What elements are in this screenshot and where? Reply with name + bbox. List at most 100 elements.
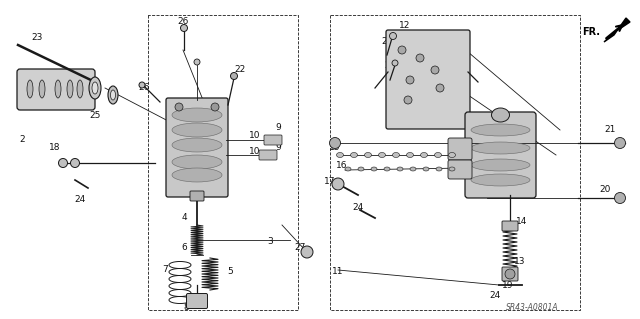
Text: 9: 9 <box>275 123 281 132</box>
Ellipse shape <box>420 152 428 158</box>
FancyBboxPatch shape <box>386 30 470 129</box>
Ellipse shape <box>27 80 33 98</box>
Circle shape <box>614 137 625 149</box>
Ellipse shape <box>39 80 45 98</box>
Text: 27: 27 <box>294 243 306 253</box>
FancyBboxPatch shape <box>465 112 536 198</box>
FancyBboxPatch shape <box>448 160 472 179</box>
Ellipse shape <box>172 155 222 169</box>
Circle shape <box>406 76 414 84</box>
FancyBboxPatch shape <box>259 150 277 160</box>
Text: 19: 19 <box>502 280 514 290</box>
Text: 24: 24 <box>353 204 364 212</box>
Text: 23: 23 <box>31 33 43 42</box>
Ellipse shape <box>351 152 358 158</box>
Ellipse shape <box>378 152 385 158</box>
Ellipse shape <box>108 86 118 104</box>
Text: 11: 11 <box>332 268 344 277</box>
Text: 17: 17 <box>324 177 336 187</box>
Circle shape <box>398 46 406 54</box>
Text: 12: 12 <box>399 20 411 29</box>
Ellipse shape <box>92 82 98 94</box>
Ellipse shape <box>89 77 101 99</box>
Ellipse shape <box>67 80 73 98</box>
Circle shape <box>436 84 444 92</box>
Ellipse shape <box>492 108 509 122</box>
Ellipse shape <box>77 80 83 98</box>
Circle shape <box>614 192 625 204</box>
Ellipse shape <box>172 108 222 122</box>
Ellipse shape <box>449 152 456 158</box>
Text: 26: 26 <box>384 61 396 70</box>
Text: 15: 15 <box>329 144 340 152</box>
Circle shape <box>505 269 515 279</box>
Text: SR43-A0801A: SR43-A0801A <box>506 303 558 313</box>
Text: 1: 1 <box>519 133 525 143</box>
Ellipse shape <box>471 159 530 171</box>
Ellipse shape <box>435 152 442 158</box>
Text: 5: 5 <box>227 268 233 277</box>
Text: 3: 3 <box>267 238 273 247</box>
Ellipse shape <box>111 90 115 100</box>
Ellipse shape <box>410 167 416 171</box>
Text: 14: 14 <box>516 218 528 226</box>
Text: 2: 2 <box>19 136 25 145</box>
Polygon shape <box>604 18 630 42</box>
Text: 18: 18 <box>49 144 61 152</box>
Text: 24: 24 <box>490 291 500 300</box>
Ellipse shape <box>436 167 442 171</box>
Circle shape <box>58 159 67 167</box>
Text: 10: 10 <box>249 130 260 139</box>
FancyBboxPatch shape <box>166 98 228 197</box>
Ellipse shape <box>406 152 413 158</box>
Circle shape <box>175 103 183 111</box>
FancyBboxPatch shape <box>17 69 95 110</box>
Ellipse shape <box>390 33 397 40</box>
Ellipse shape <box>371 167 377 171</box>
Ellipse shape <box>449 167 455 171</box>
Ellipse shape <box>392 60 398 66</box>
Circle shape <box>330 137 340 149</box>
Ellipse shape <box>194 59 200 65</box>
Ellipse shape <box>423 167 429 171</box>
Ellipse shape <box>139 82 145 88</box>
Ellipse shape <box>471 174 530 186</box>
Text: 25: 25 <box>90 110 100 120</box>
Text: 6: 6 <box>181 243 187 253</box>
Ellipse shape <box>365 152 371 158</box>
Ellipse shape <box>230 72 237 79</box>
FancyBboxPatch shape <box>186 293 207 308</box>
Circle shape <box>431 66 439 74</box>
Text: 4: 4 <box>181 213 187 222</box>
Ellipse shape <box>55 80 61 98</box>
Text: 26: 26 <box>381 38 393 47</box>
Ellipse shape <box>172 168 222 182</box>
Text: 9: 9 <box>275 144 281 152</box>
Circle shape <box>404 96 412 104</box>
Text: 26: 26 <box>177 18 189 26</box>
FancyBboxPatch shape <box>502 221 518 231</box>
Text: 7: 7 <box>162 265 168 275</box>
FancyBboxPatch shape <box>448 138 472 160</box>
Text: 8: 8 <box>183 303 189 313</box>
Circle shape <box>211 103 219 111</box>
Ellipse shape <box>172 138 222 152</box>
Ellipse shape <box>392 152 399 158</box>
Text: FR.: FR. <box>582 27 600 37</box>
Ellipse shape <box>471 124 530 136</box>
Text: 21: 21 <box>604 125 616 135</box>
Text: 10: 10 <box>249 147 260 157</box>
Circle shape <box>301 246 313 258</box>
Ellipse shape <box>180 25 188 32</box>
Circle shape <box>70 159 79 167</box>
Ellipse shape <box>172 123 222 137</box>
Ellipse shape <box>471 142 530 154</box>
Ellipse shape <box>358 167 364 171</box>
Ellipse shape <box>384 167 390 171</box>
Text: 26: 26 <box>138 84 150 93</box>
Text: 24: 24 <box>74 196 86 204</box>
FancyBboxPatch shape <box>190 191 204 201</box>
Ellipse shape <box>337 152 344 158</box>
Ellipse shape <box>397 167 403 171</box>
FancyBboxPatch shape <box>502 267 518 281</box>
